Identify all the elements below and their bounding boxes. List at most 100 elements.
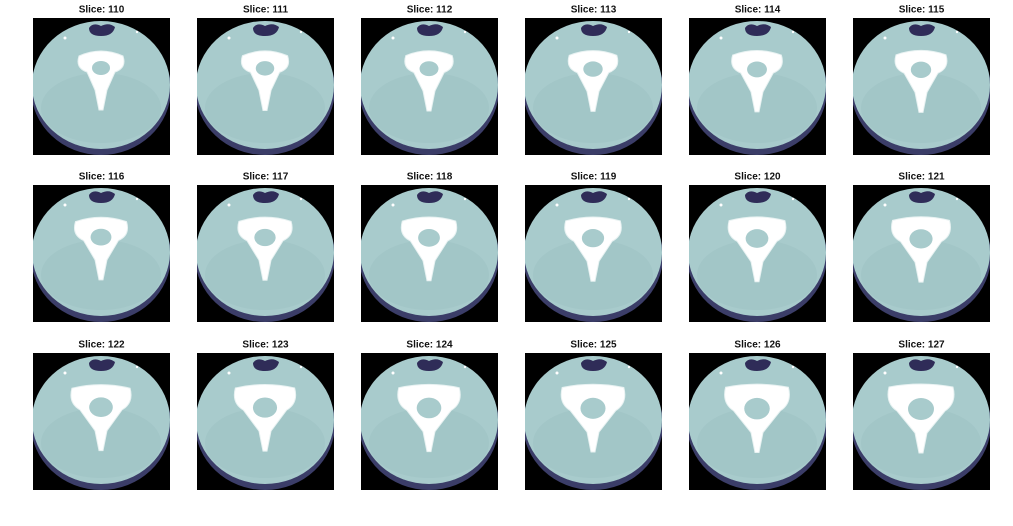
marker	[299, 197, 303, 201]
slice-content	[361, 18, 498, 155]
slice-content	[525, 353, 662, 490]
slice-image	[525, 353, 662, 490]
vertebra	[567, 50, 619, 112]
vertebra	[73, 216, 129, 281]
vertebra	[564, 216, 622, 282]
slice-image	[853, 353, 990, 490]
marker	[719, 203, 723, 207]
slice-image	[689, 185, 826, 322]
spinal-canal	[89, 397, 113, 418]
vertebra	[77, 50, 125, 111]
vertebra	[400, 216, 458, 282]
airway	[909, 359, 935, 371]
marker	[135, 197, 139, 201]
slice-content	[361, 185, 498, 322]
slice-content	[853, 18, 990, 155]
slice-title: Slice: 114	[735, 5, 781, 16]
marker	[463, 365, 467, 369]
airway	[581, 191, 607, 203]
slice-content	[689, 353, 826, 490]
marker	[791, 30, 795, 34]
marker	[227, 371, 231, 375]
spinal-canal	[744, 397, 770, 420]
marker	[391, 371, 395, 375]
slice-image	[33, 185, 170, 322]
marker	[299, 365, 303, 369]
slice-title: Slice: 126	[734, 340, 781, 351]
slice-content	[689, 18, 826, 155]
marker	[135, 365, 139, 369]
marker	[955, 365, 959, 369]
marker	[627, 365, 631, 369]
marker	[463, 197, 467, 201]
vertebra	[894, 49, 948, 113]
slice-image	[33, 353, 170, 490]
slice-image	[361, 353, 498, 490]
slice-title: Slice: 120	[734, 172, 781, 183]
marker	[391, 203, 395, 207]
marker	[227, 36, 231, 40]
marker	[63, 371, 67, 375]
slice-image	[33, 18, 170, 155]
slice-title: Slice: 121	[898, 172, 945, 183]
airway	[745, 359, 771, 371]
marker	[463, 30, 467, 34]
spinal-canal	[252, 397, 278, 418]
spinal-canal	[418, 228, 440, 247]
airway	[909, 191, 935, 203]
marker	[627, 197, 631, 201]
vertebra	[891, 216, 951, 283]
spinal-canal	[416, 397, 442, 419]
slice-image	[197, 353, 334, 490]
slice-image	[197, 18, 334, 155]
slice-title: Slice: 112	[407, 5, 453, 16]
vertebra	[727, 216, 787, 283]
airway	[417, 359, 443, 371]
slice-title: Slice: 125	[570, 340, 617, 351]
spinal-canal	[419, 61, 439, 77]
slice-content	[525, 18, 662, 155]
slice-content	[853, 185, 990, 322]
vertebra	[404, 50, 454, 112]
marker	[719, 371, 723, 375]
vertebra	[70, 384, 132, 452]
slice-content	[525, 185, 662, 322]
slice-content	[197, 185, 334, 322]
vertebra	[233, 383, 297, 452]
airway	[581, 24, 607, 36]
spinal-canal	[580, 397, 606, 419]
spinal-canal	[908, 398, 934, 420]
marker	[955, 30, 959, 34]
slice-title: Slice: 119	[571, 172, 617, 183]
slice-title: Slice: 124	[406, 340, 453, 351]
slice-title: Slice: 123	[242, 340, 289, 351]
slice-image	[361, 185, 498, 322]
airway	[417, 24, 443, 36]
slice-content	[33, 353, 170, 490]
slice-title: Slice: 110	[79, 5, 125, 16]
marker	[627, 30, 631, 34]
marker	[391, 36, 395, 40]
marker	[883, 371, 887, 375]
airway	[89, 24, 115, 36]
airway	[253, 24, 279, 36]
marker	[719, 36, 723, 40]
airway	[89, 191, 115, 203]
marker	[791, 197, 795, 201]
slice-image	[689, 353, 826, 490]
slice-content	[361, 353, 498, 490]
slice-content	[853, 353, 990, 490]
slice-title: Slice: 117	[243, 172, 289, 183]
slice-image	[689, 18, 826, 155]
slice-image	[197, 185, 334, 322]
slice-image	[853, 18, 990, 155]
marker	[135, 30, 139, 34]
marker	[955, 197, 959, 201]
spinal-canal	[745, 229, 769, 248]
airway	[253, 359, 279, 371]
airway	[253, 191, 279, 203]
airway	[745, 24, 771, 36]
slice-title: Slice: 115	[899, 5, 945, 16]
vertebra	[240, 50, 290, 111]
marker	[63, 36, 67, 40]
